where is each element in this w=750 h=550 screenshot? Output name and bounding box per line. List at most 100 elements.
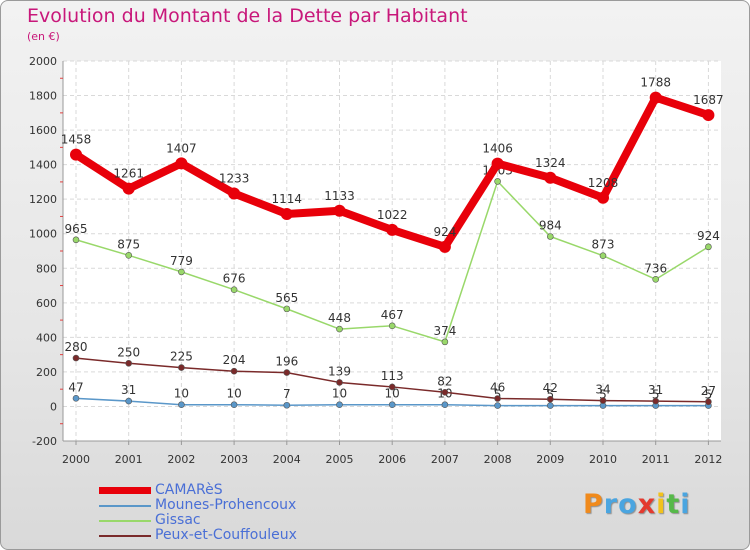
logo-letter: x [637, 489, 657, 520]
x-tick-label: 2008 [484, 453, 512, 466]
legend-item: Gissac [99, 513, 297, 528]
data-label: 139 [328, 364, 351, 378]
proxiti-logo: Proxiti [583, 489, 691, 520]
data-label: 1406 [482, 142, 513, 156]
data-label: 875 [117, 237, 140, 251]
legend-label: Gissac [155, 512, 201, 528]
data-point [336, 379, 343, 386]
data-label: 113 [381, 369, 404, 383]
y-tick-label: -200 [32, 435, 57, 448]
data-point [494, 395, 501, 402]
data-point [70, 148, 82, 161]
y-tick-label: 1800 [29, 90, 57, 103]
data-point [386, 223, 399, 236]
data-label: 1261 [113, 167, 144, 181]
x-tick-label: 2004 [273, 453, 301, 466]
x-tick-label: 2011 [642, 453, 670, 466]
x-tick-label: 2006 [378, 453, 406, 466]
data-point [649, 91, 662, 104]
data-label: 374 [433, 324, 456, 338]
data-point [178, 268, 185, 276]
data-label: 5 [705, 388, 713, 402]
legend-swatch [99, 534, 151, 537]
chart-legend: CAMARèS Mounes-Prohencoux Gissac Peux-et-Co… [99, 483, 297, 543]
data-label: 676 [223, 272, 246, 286]
data-label: 34 [595, 383, 610, 397]
data-point [175, 157, 188, 170]
data-label: 31 [648, 383, 663, 397]
data-label: 1208 [588, 176, 619, 190]
data-label: 204 [223, 353, 246, 367]
y-tick-label: 200 [36, 366, 57, 379]
data-label: 1458 [61, 133, 92, 147]
data-label: 1407 [166, 141, 197, 155]
y-tick-label: 1000 [29, 228, 57, 241]
data-label: 1133 [324, 189, 355, 203]
legend-item: Peux-et-Couffouleux [99, 528, 297, 543]
y-tick-label: 2000 [29, 55, 57, 68]
data-point [599, 252, 607, 259]
data-point [230, 286, 238, 293]
chart-title: Evolution du Montant de la Dette par Hab… [27, 5, 468, 27]
data-point [705, 398, 712, 406]
data-label: 42 [543, 381, 558, 395]
data-point [122, 182, 135, 195]
data-label: 565 [275, 291, 298, 305]
x-tick-label: 2005 [326, 453, 354, 466]
data-label: 736 [644, 261, 667, 275]
data-point [178, 364, 185, 371]
data-label: 1114 [272, 192, 303, 206]
logo-letter: o [618, 489, 638, 520]
data-point [544, 171, 557, 184]
data-point [652, 397, 660, 405]
x-tick-label: 2009 [536, 453, 564, 466]
data-label: 196 [275, 355, 298, 369]
data-point [283, 369, 291, 376]
data-label: 1324 [535, 156, 566, 170]
data-point [283, 305, 291, 313]
y-tick-label: 400 [36, 331, 57, 344]
data-point [546, 233, 554, 240]
data-label: 10 [174, 387, 189, 401]
y-tick-label: 0 [50, 400, 57, 413]
data-label: 1788 [640, 76, 671, 90]
data-label: 779 [170, 254, 193, 268]
data-point [230, 367, 238, 375]
data-point [491, 157, 504, 170]
y-tick-label: 1400 [29, 159, 57, 172]
x-tick-label: 2010 [589, 453, 617, 466]
data-label: 27 [701, 384, 716, 398]
data-point [336, 325, 343, 333]
y-tick-label: 800 [36, 262, 57, 275]
data-label: 225 [170, 350, 193, 364]
data-point [336, 401, 343, 409]
data-label: 82 [437, 374, 452, 388]
data-label: 280 [65, 340, 88, 354]
data-point [283, 401, 291, 409]
logo-letter: t [666, 489, 681, 520]
data-label: 10 [332, 387, 347, 401]
data-label: 250 [117, 345, 140, 359]
logo-letter: i [656, 489, 667, 520]
data-point [125, 252, 132, 259]
data-label: 924 [697, 229, 720, 243]
data-label: 46 [490, 381, 505, 395]
x-tick-label: 2007 [431, 453, 459, 466]
data-label: 5 [599, 388, 607, 402]
data-point [438, 240, 451, 253]
x-tick-label: 2000 [62, 453, 90, 466]
data-point [125, 359, 132, 367]
data-point [388, 383, 396, 391]
data-label: 5 [494, 388, 502, 402]
data-point [228, 187, 241, 200]
data-point [546, 402, 554, 409]
data-point [178, 401, 185, 409]
data-label: 448 [328, 311, 351, 325]
legend-swatch [99, 487, 151, 494]
logo-letter: r [603, 489, 619, 520]
x-tick-label: 2003 [220, 453, 248, 466]
x-tick-label: 2012 [694, 453, 722, 466]
data-point [652, 276, 660, 283]
data-point [333, 204, 346, 217]
